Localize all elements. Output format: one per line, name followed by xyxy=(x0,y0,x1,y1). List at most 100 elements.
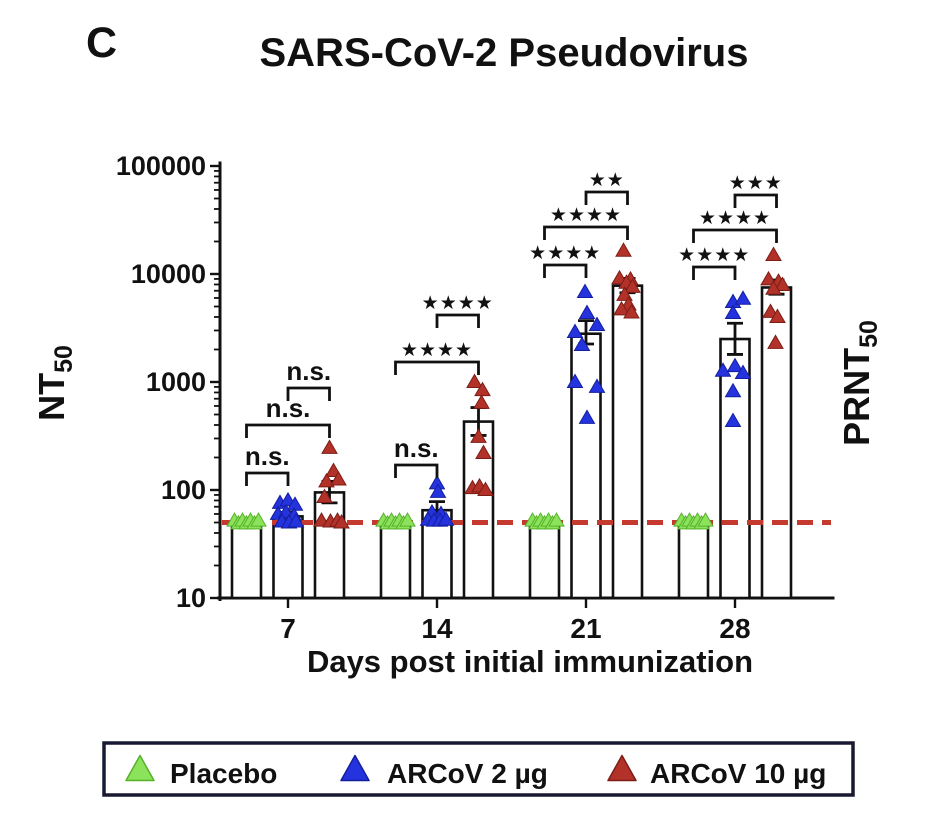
point-day28-0 xyxy=(697,512,714,527)
significance-bracket xyxy=(435,313,480,328)
legend-markers xyxy=(125,754,637,782)
y-axis-title-right: PRNT50 xyxy=(836,320,883,446)
point-day28-1 xyxy=(724,412,742,428)
point-day28-1 xyxy=(726,357,744,373)
legend-marker-0 xyxy=(125,754,155,782)
bar-day21-1 xyxy=(570,332,602,600)
point-day14-2 xyxy=(475,444,492,459)
panel-label: C xyxy=(86,19,117,67)
significance-label: ★★★★ xyxy=(678,245,750,266)
significance-label: ★★★★ xyxy=(550,205,622,226)
x-tick-label: 14 xyxy=(421,613,453,644)
y-axis-title-left: NT50 xyxy=(31,345,78,421)
legend-label-arcov2: ARCoV 2 µg xyxy=(387,758,548,789)
significance-bracket xyxy=(394,463,439,478)
significance-label: ★★★ xyxy=(729,173,783,194)
point-day21-1 xyxy=(566,323,584,339)
significance-bracket xyxy=(394,360,480,375)
point-day14-2 xyxy=(466,373,483,388)
y-tick-label: 10000 xyxy=(131,259,206,289)
x-axis-title: Days post initial immunization xyxy=(307,644,753,679)
bar-day7-1 xyxy=(272,515,304,600)
point-day28-1 xyxy=(724,304,742,320)
point-day21-2 xyxy=(615,242,632,257)
point-day21-1 xyxy=(566,373,584,388)
point-day28-2 xyxy=(765,246,782,261)
point-day14-0 xyxy=(399,512,416,527)
significance-bracket xyxy=(543,225,629,240)
y-tick-label: 10 xyxy=(176,583,206,613)
error-bar-day28-1 xyxy=(727,321,743,356)
significance-bracket xyxy=(692,265,737,280)
significance-bracket xyxy=(245,423,331,438)
significance-bracket xyxy=(286,386,331,401)
significance-label: ★★★★ xyxy=(422,293,494,314)
point-day14-2 xyxy=(470,428,487,443)
point-day28-2 xyxy=(767,334,784,349)
legend-label-arcov10: ARCoV 10 µg xyxy=(650,758,826,789)
point-day7-2 xyxy=(316,488,333,504)
y-tick-label: 100 xyxy=(161,475,206,505)
significance-label: ★★★★ xyxy=(699,208,771,229)
bar-day28-1 xyxy=(719,337,751,600)
x-tick-label: 21 xyxy=(570,613,601,644)
point-day28-1 xyxy=(734,364,752,380)
y-tick-label: 1000 xyxy=(146,367,206,397)
significance-bracket xyxy=(543,263,588,278)
point-day7-2 xyxy=(330,470,347,486)
x-tick-label: 28 xyxy=(719,613,750,644)
significance-label: n.s. xyxy=(245,441,290,471)
point-day21-1 xyxy=(578,409,596,424)
bar-day7-2 xyxy=(313,491,346,600)
legend-marker-1 xyxy=(340,754,370,782)
significance-bracket xyxy=(245,471,290,486)
point-day21-1 xyxy=(588,316,606,331)
significance-label: ★★★★ xyxy=(401,340,473,361)
point-day21-1 xyxy=(576,283,594,299)
bar-day14-2 xyxy=(462,420,495,600)
bar-day28-2 xyxy=(760,286,793,600)
bar-day7-0 xyxy=(230,521,263,600)
y-axis-title-left-text: NT xyxy=(31,373,72,421)
point-day28-1 xyxy=(714,362,732,377)
point-day21-2 xyxy=(624,278,641,293)
point-day7-0 xyxy=(250,512,267,527)
significance-bracket xyxy=(692,228,778,243)
point-day14-2 xyxy=(473,394,490,409)
point-day21-1 xyxy=(588,378,606,393)
significance-label: n.s. xyxy=(394,433,439,463)
significance-label: ★★★★ xyxy=(529,243,601,264)
point-day21-0 xyxy=(548,512,565,527)
point-day28-2 xyxy=(760,270,777,286)
significance-label: ★★ xyxy=(589,170,625,191)
point-day28-2 xyxy=(769,308,786,323)
point-day28-2 xyxy=(774,276,791,292)
point-day7-2 xyxy=(333,513,350,529)
legend-marker-2 xyxy=(607,754,637,782)
point-day28-1 xyxy=(734,290,752,305)
legend-label-placebo: Placebo xyxy=(170,758,277,789)
point-day28-2 xyxy=(765,280,782,295)
point-day21-1 xyxy=(573,336,591,351)
point-day21-1 xyxy=(578,304,596,320)
significance-label: n.s. xyxy=(286,356,331,386)
bar-day21-2 xyxy=(611,284,644,600)
point-day14-1 xyxy=(429,483,447,498)
legend: Placebo ARCoV 2 µg ARCoV 10 µg xyxy=(102,741,855,797)
y-axis-title-right-sub: 50 xyxy=(855,320,883,348)
point-day14-2 xyxy=(474,381,491,397)
point-day14-1 xyxy=(437,511,455,526)
legend-box xyxy=(102,741,855,797)
bar-day21-0 xyxy=(528,521,561,600)
y-tick-label: 100000 xyxy=(116,151,206,181)
point-day7-1 xyxy=(287,513,305,528)
chart-title: SARS-CoV-2 Pseudovirus xyxy=(259,31,748,75)
y-axis-title-left-sub: 50 xyxy=(50,345,78,373)
point-day21-2 xyxy=(613,300,630,316)
bar-day14-0 xyxy=(379,521,412,600)
point-day14-2 xyxy=(477,481,494,496)
point-day21-2 xyxy=(623,303,640,319)
